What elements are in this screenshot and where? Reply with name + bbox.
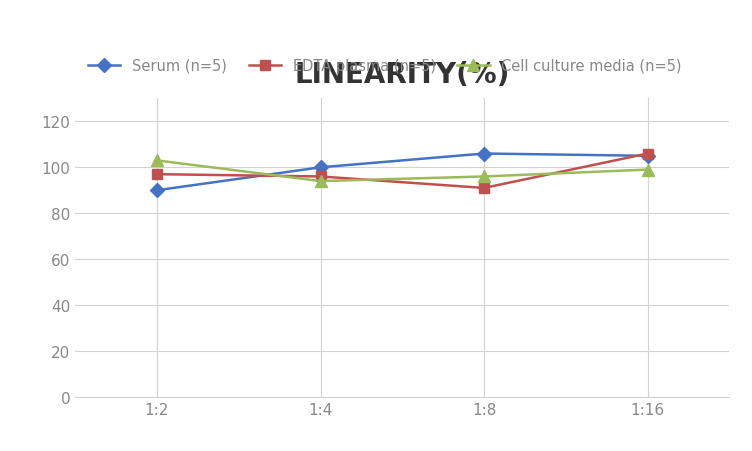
EDTA plasma (n=5) <box>153 172 162 178</box>
Cell culture media (n=5) <box>643 167 652 173</box>
Legend: Serum (n=5), EDTA plasma (n=5), Cell culture media (n=5): Serum (n=5), EDTA plasma (n=5), Cell cul… <box>83 53 687 79</box>
Line: Cell culture media (n=5): Cell culture media (n=5) <box>151 156 653 187</box>
Serum (n=5) <box>316 165 325 170</box>
Title: LINEARITY(%): LINEARITY(%) <box>295 60 510 88</box>
Cell culture media (n=5) <box>480 175 489 180</box>
Cell culture media (n=5) <box>153 158 162 164</box>
Serum (n=5) <box>643 154 652 159</box>
Serum (n=5) <box>153 188 162 193</box>
Line: Serum (n=5): Serum (n=5) <box>152 149 653 196</box>
Line: EDTA plasma (n=5): EDTA plasma (n=5) <box>152 149 653 193</box>
Serum (n=5) <box>480 152 489 157</box>
EDTA plasma (n=5) <box>316 175 325 180</box>
Cell culture media (n=5) <box>316 179 325 184</box>
EDTA plasma (n=5) <box>643 152 652 157</box>
EDTA plasma (n=5) <box>480 186 489 191</box>
